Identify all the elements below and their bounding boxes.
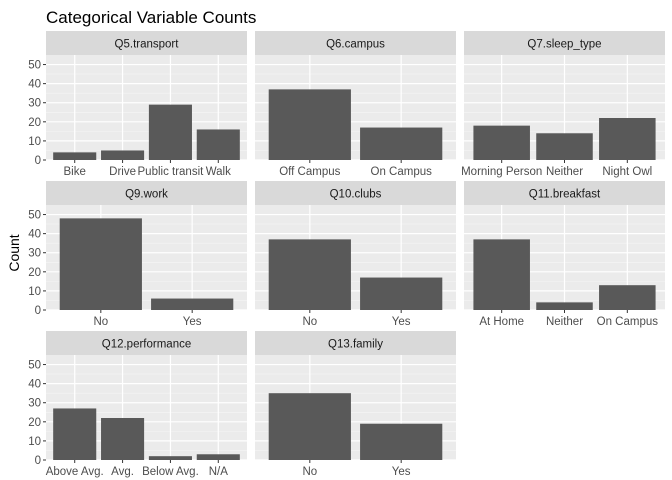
- y-tick-label: 30: [28, 248, 41, 260]
- x-tick-label: Below Avg.: [142, 466, 199, 478]
- y-tick-label: 0: [35, 305, 41, 317]
- facet-strip: [46, 31, 247, 55]
- bar-q11-breakfast-on-campus: [599, 285, 656, 310]
- x-tick-label: No: [302, 466, 317, 478]
- y-tick-label: 50: [28, 360, 41, 372]
- facet-strip: [46, 331, 247, 355]
- facet-strip: [255, 181, 456, 205]
- facet-q6-campus: Q6.campus Off Campus On Campus: [255, 31, 456, 178]
- x-tick-label: Night Owl: [602, 166, 652, 178]
- y-tick-label: 20: [28, 117, 41, 129]
- facet-q7-sleep-type: Q7.sleep_type Morning Person Neither Night …: [461, 31, 665, 178]
- y-tick-label: 40: [28, 79, 41, 91]
- facet-strip-label: Q9.work: [125, 189, 168, 201]
- bar-q7-sleep-type-neither: [536, 133, 593, 160]
- bar-q12-performance-above-avg: [53, 408, 97, 460]
- x-tick-label: On Campus: [371, 166, 433, 178]
- facet-strip: [464, 31, 665, 55]
- bar-q10-clubs-yes: [360, 277, 443, 310]
- x-tick-label: On Campus: [597, 316, 659, 328]
- bar-q9-work-yes: [151, 298, 234, 310]
- facet-q10-clubs: Q10.clubs No Yes: [255, 181, 456, 328]
- bar-q5-transport-public-transit: [148, 104, 192, 160]
- y-tick-label: 10: [28, 136, 41, 148]
- x-tick-label: Neither: [546, 316, 583, 328]
- facet-strip-label: Q12.performance: [102, 339, 192, 351]
- x-tick-label: Walk: [206, 166, 231, 178]
- y-tick-label: 50: [28, 60, 41, 72]
- facet-strip-label: Q7.sleep_type: [527, 39, 601, 51]
- y-tick-label: 0: [35, 455, 41, 467]
- x-tick-label: Public transit: [138, 166, 205, 178]
- facet-q13-family: Q13.family No Yes: [255, 331, 456, 478]
- x-tick-label: Avg.: [111, 466, 134, 478]
- bar-q5-transport-drive: [101, 150, 145, 160]
- bar-q7-sleep-type-morning-person: [473, 125, 530, 160]
- x-tick-label: Off Campus: [279, 166, 340, 178]
- bar-q6-campus-on-campus: [360, 127, 443, 160]
- bar-q12-performance-below-avg: [148, 456, 192, 460]
- facet-strip: [46, 181, 247, 205]
- bar-q11-breakfast-at-home: [473, 239, 530, 310]
- x-tick-label: At Home: [479, 316, 524, 328]
- y-tick-label: 20: [28, 267, 41, 279]
- x-tick-label: Yes: [392, 466, 411, 478]
- facet-strip-label: Q13.family: [328, 339, 383, 351]
- y-tick-label: 40: [28, 229, 41, 241]
- facet-q5-transport: Q5.transport Bike Drive Public transit Walk 0…: [28, 31, 247, 178]
- x-tick-label: Yes: [183, 316, 202, 328]
- y-tick-label: 0: [35, 155, 41, 167]
- y-tick-label: 10: [28, 286, 41, 298]
- bar-q12-performance-n-a: [196, 454, 240, 460]
- x-tick-label: N/A: [209, 466, 229, 478]
- y-tick-label: 30: [28, 398, 41, 410]
- x-tick-label: Above Avg.: [46, 466, 104, 478]
- facet-q9-work: Q9.work No Yes 0 10 20 30 40 50: [28, 181, 247, 328]
- facet-q12-performance: Q12.performance Above Avg. Avg. Below Avg. N…: [28, 331, 247, 478]
- y-axis-label: Count: [6, 234, 22, 271]
- bar-q11-breakfast-neither: [536, 302, 593, 310]
- x-tick-label: Bike: [64, 166, 86, 178]
- bar-q12-performance-avg: [101, 418, 145, 460]
- x-tick-label: Yes: [392, 316, 411, 328]
- x-tick-label: No: [302, 316, 317, 328]
- bar-q10-clubs-no: [268, 239, 351, 310]
- bar-q13-family-no: [268, 393, 351, 460]
- bar-q13-family-yes: [360, 423, 443, 460]
- x-tick-label: Neither: [546, 166, 583, 178]
- facet-strip-label: Q6.campus: [326, 39, 385, 51]
- y-tick-label: 50: [28, 210, 41, 222]
- facet-strip-label: Q11.breakfast: [529, 189, 601, 201]
- bar-q7-sleep-type-night-owl: [599, 118, 656, 160]
- x-tick-label: No: [93, 316, 108, 328]
- bar-q5-transport-bike: [53, 152, 97, 160]
- y-tick-label: 20: [28, 417, 41, 429]
- facet-panels: Q5.transport Bike Drive Public transit Walk 0…: [28, 31, 665, 478]
- y-tick-label: 10: [28, 436, 41, 448]
- x-tick-label: Morning Person: [461, 166, 542, 178]
- facet-strip: [464, 181, 665, 205]
- y-tick-label: 30: [28, 98, 41, 110]
- chart-title: Categorical Variable Counts: [46, 8, 256, 27]
- facet-strip-label: Q5.transport: [115, 39, 180, 51]
- bar-q5-transport-walk: [196, 129, 240, 160]
- bar-q6-campus-off-campus: [268, 89, 351, 160]
- facet-strip: [255, 31, 456, 55]
- facet-strip: [255, 331, 456, 355]
- bar-q9-work-no: [59, 218, 142, 310]
- x-tick-label: Drive: [109, 166, 136, 178]
- facet-strip-label: Q10.clubs: [330, 189, 382, 201]
- y-tick-label: 40: [28, 379, 41, 391]
- facet-q11-breakfast: Q11.breakfast At Home Neither On Campus: [464, 181, 665, 328]
